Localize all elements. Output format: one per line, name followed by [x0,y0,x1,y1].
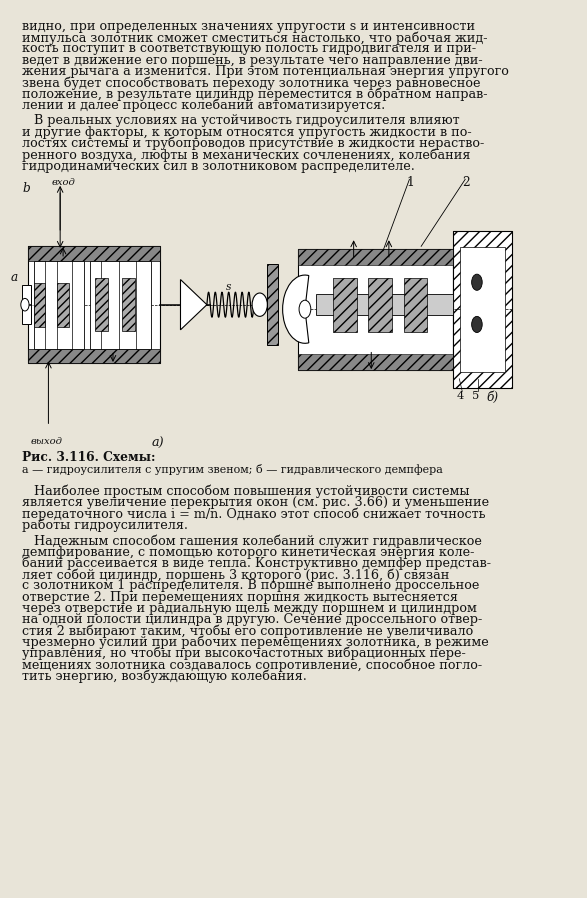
Text: ренного воздуха, люфты в механических сочленениях, колебания: ренного воздуха, люфты в механических со… [22,148,470,162]
Text: жения рычага а изменится. При этом потенциальная энергия упругого: жения рычага а изменится. При этом потен… [22,65,509,78]
Bar [298,249,453,370]
Text: ляет собой цилиндр, поршень 3 которого (рис. 3.116, б) связан: ляет собой цилиндр, поршень 3 которого (… [22,568,450,582]
Text: лостях системы и трубопроводов присутствие в жидкости нераство-: лостях системы и трубопроводов присутств… [22,137,484,151]
Text: управления, но чтобы при высокочастотных вибрационных пере-: управления, но чтобы при высокочастотных… [22,647,465,660]
Text: 4: 4 [456,392,464,401]
Text: мещениях золотника создавалось сопротивление, способное погло-: мещениях золотника создавалось сопротивл… [22,658,482,672]
Text: Надежным способом гашения колебаний служит гидравлическое: Надежным способом гашения колебаний служ… [22,534,482,548]
Text: b: b [22,182,30,195]
Text: а — гидроусилителя с упругим звеном; б — гидравлического демпфера: а — гидроусилителя с упругим звеном; б —… [22,464,443,475]
Bar [453,231,512,388]
Text: через отверстие и радиальную щель между поршнем и цилиндром: через отверстие и радиальную щель между … [22,602,477,615]
Wedge shape [282,275,309,343]
Text: лении и далее процесс колебаний автоматизируется.: лении и далее процесс колебаний автомати… [22,99,385,112]
Text: на одной полости цилиндра в другую. Сечение дроссельного отвер-: на одной полости цилиндра в другую. Сече… [22,613,483,626]
Text: передаточного числа i = m/n. Однако этот способ снижает точность: передаточного числа i = m/n. Однако этот… [22,507,485,521]
Circle shape [21,298,29,311]
Text: ведет в движение его поршень, в результате чего направление дви-: ведет в движение его поршень, в результа… [22,54,483,66]
Bar [333,277,356,331]
Text: положение, в результате цилиндр переместится в обратном направ-: положение, в результате цилиндр перемест… [22,87,487,101]
Bar [28,348,160,363]
Bar [57,283,69,327]
Bar [298,249,453,265]
Text: видно, при определенных значениях упругости s и интенсивности: видно, при определенных значениях упруго… [22,20,475,32]
Bar [33,260,83,348]
Text: баний рассеивается в виде тепла. Конструктивно демпфер представ-: баний рассеивается в виде тепла. Констру… [22,557,491,570]
Text: отверстие 2. При перемещениях поршня жидкость вытесняется: отверстие 2. При перемещениях поршня жид… [22,591,458,603]
Bar [95,278,108,331]
Bar [89,260,151,348]
Text: В реальных условиях на устойчивость гидроусилителя влияют: В реальных условиях на устойчивость гидр… [22,114,460,128]
Text: 1: 1 [406,176,414,189]
Text: б): б) [487,392,499,404]
Text: вход: вход [51,178,75,187]
Bar [453,231,512,388]
Circle shape [471,274,482,290]
Text: демпфирование, с помощью которого кинетическая энергия коле-: демпфирование, с помощью которого кинети… [22,545,474,559]
Bar [460,247,505,372]
Text: и другие факторы, к которым относятся упругость жидкости в по-: и другие факторы, к которым относятся уп… [22,126,471,138]
Text: с золотником 1 распределителя. В поршне выполнено дроссельное: с золотником 1 распределителя. В поршне … [22,579,480,593]
Text: чрезмерно усилий при рабочих перемещениях золотника, в режиме: чрезмерно усилий при рабочих перемещения… [22,636,489,649]
Bar [368,277,392,331]
Circle shape [299,300,311,318]
Circle shape [471,316,482,332]
Text: а): а) [151,437,164,450]
Text: импульса золотник сможет сместиться настолько, что рабочая жид-: импульса золотник сможет сместиться наст… [22,31,487,45]
Text: гидродинамических сил в золотниковом распределителе.: гидродинамических сил в золотниковом рас… [22,160,415,172]
Text: является увеличение перекрытия окон (см. рис. 3.66) и уменьшение: является увеличение перекрытия окон (см.… [22,496,489,509]
Bar [122,278,134,331]
Bar [33,283,45,327]
Text: выход: выход [31,437,63,446]
Bar [28,246,160,363]
Text: звена будет способствовать переходу золотника через равновесное: звена будет способствовать переходу золо… [22,76,481,90]
Text: Рис. 3.116. Схемы:: Рис. 3.116. Схемы: [22,452,156,464]
Text: тить энергию, возбуждающую колебания.: тить энергию, возбуждающую колебания. [22,670,307,683]
Text: 2: 2 [462,176,470,189]
Text: работы гидроусилителя.: работы гидроусилителя. [22,518,188,532]
Bar [28,246,160,260]
Text: s: s [226,282,232,292]
Text: Наиболее простым способом повышения устойчивости системы: Наиболее простым способом повышения усто… [22,485,470,498]
Circle shape [252,293,267,316]
Bar [403,277,427,331]
Text: кость поступит в соответствующую полость гидродвигателя и при-: кость поступит в соответствующую полость… [22,42,476,56]
Polygon shape [180,279,207,330]
Bar [298,354,453,370]
Text: 5: 5 [472,392,480,401]
Text: a: a [10,270,18,284]
Bar [22,285,31,324]
Bar [315,294,453,315]
Text: стия 2 выбирают таким, чтобы его сопротивление не увеличивало: стия 2 выбирают таким, чтобы его сопроти… [22,624,473,638]
Bar [267,264,278,345]
